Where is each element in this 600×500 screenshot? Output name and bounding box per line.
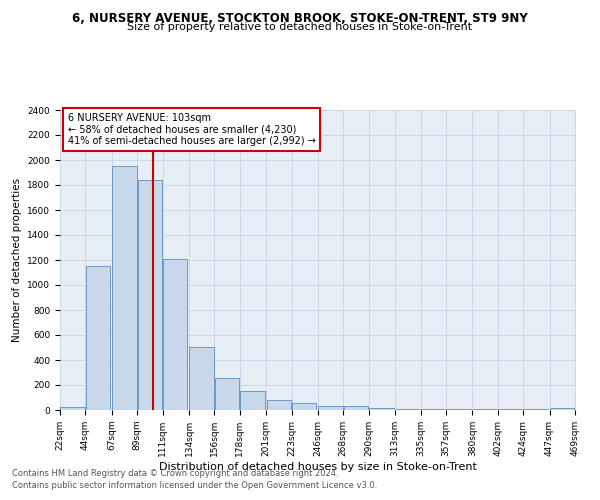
- Bar: [215, 378, 239, 410]
- Bar: [112, 166, 137, 410]
- Bar: [266, 400, 291, 410]
- Bar: [190, 347, 214, 410]
- Bar: [369, 408, 394, 410]
- Bar: [344, 406, 368, 410]
- Bar: [395, 409, 420, 410]
- Text: 6 NURSERY AVENUE: 103sqm
← 58% of detached houses are smaller (4,230)
41% of sem: 6 NURSERY AVENUE: 103sqm ← 58% of detach…: [68, 113, 316, 146]
- Bar: [292, 403, 316, 410]
- Bar: [240, 390, 265, 410]
- X-axis label: Distribution of detached houses by size in Stoke-on-Trent: Distribution of detached houses by size …: [159, 462, 477, 471]
- Bar: [163, 259, 187, 410]
- Text: 6, NURSERY AVENUE, STOCKTON BROOK, STOKE-ON-TRENT, ST9 9NY: 6, NURSERY AVENUE, STOCKTON BROOK, STOKE…: [72, 12, 528, 26]
- Bar: [319, 406, 343, 410]
- Bar: [421, 409, 445, 410]
- Text: Contains HM Land Registry data © Crown copyright and database right 2024.: Contains HM Land Registry data © Crown c…: [12, 468, 338, 477]
- Bar: [550, 408, 574, 410]
- Bar: [137, 180, 162, 410]
- Bar: [86, 266, 110, 410]
- Text: Contains public sector information licensed under the Open Government Licence v3: Contains public sector information licen…: [12, 481, 377, 490]
- Text: Size of property relative to detached houses in Stoke-on-Trent: Size of property relative to detached ho…: [127, 22, 473, 32]
- Y-axis label: Number of detached properties: Number of detached properties: [12, 178, 22, 342]
- Bar: [61, 407, 85, 410]
